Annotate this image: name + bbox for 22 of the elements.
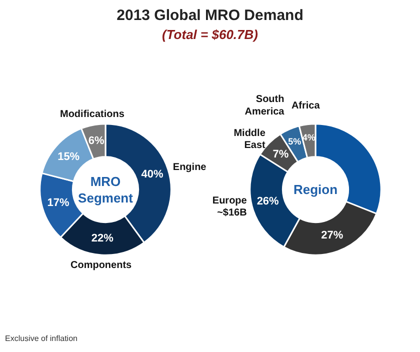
data-label: 27% — [321, 230, 344, 242]
slice-label: South America — [244, 94, 285, 118]
data-label: 40% — [141, 168, 164, 180]
data-label: 6% — [88, 135, 104, 148]
data-label: 17% — [47, 197, 70, 210]
data-label: 26% — [256, 196, 280, 208]
data-label: 7% — [272, 148, 289, 161]
data-label: 15% — [58, 150, 80, 163]
data-label: 4% — [302, 132, 316, 142]
chart-subtitle: (Total = $60.7B) — [161, 26, 259, 44]
slice-label: Africa — [291, 100, 320, 112]
slice-label: Modifications — [60, 108, 125, 120]
data-label: 5% — [288, 136, 302, 146]
text: Region — [293, 182, 338, 197]
text: MRO Segment — [78, 174, 134, 206]
slice-label: Middle East — [234, 128, 266, 152]
slice-label: Engine — [172, 162, 207, 174]
chart-title: 2013 Global MRO Demand — [116, 6, 304, 26]
text: Exclusive of inflation — [5, 333, 78, 344]
slice-label: Europe ~$16B — [212, 196, 248, 219]
data-label: 22% — [91, 232, 114, 245]
slice-label: Components — [70, 260, 132, 272]
